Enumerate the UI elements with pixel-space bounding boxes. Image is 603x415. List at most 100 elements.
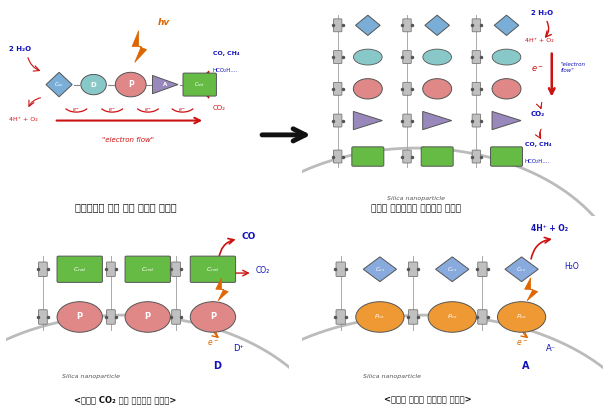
Text: $P_{ox}$: $P_{ox}$	[447, 312, 458, 322]
FancyBboxPatch shape	[408, 262, 418, 276]
FancyBboxPatch shape	[478, 262, 487, 276]
Text: 4H⁺ + O₂: 4H⁺ + O₂	[525, 38, 554, 43]
Circle shape	[125, 302, 171, 332]
Text: $e^-$: $e^-$	[213, 323, 226, 332]
Polygon shape	[435, 257, 469, 282]
Polygon shape	[356, 15, 380, 35]
Text: P: P	[77, 312, 83, 322]
Text: $C_{ox}$: $C_{ox}$	[447, 265, 458, 274]
Polygon shape	[494, 15, 519, 35]
FancyBboxPatch shape	[403, 19, 411, 32]
Text: $e^-$: $e^-$	[516, 338, 528, 348]
Polygon shape	[505, 257, 538, 282]
Text: <모듈형 CO₂ 환원 분자촉매 시스템>: <모듈형 CO₂ 환원 분자촉매 시스템>	[74, 396, 176, 405]
FancyBboxPatch shape	[333, 51, 342, 63]
Polygon shape	[425, 15, 449, 35]
Circle shape	[191, 302, 236, 332]
Text: "electron flow": "electron flow"	[102, 137, 154, 143]
Text: HCO₂H....: HCO₂H....	[213, 68, 238, 73]
Text: $C_{red}$: $C_{red}$	[194, 80, 205, 89]
FancyBboxPatch shape	[403, 150, 411, 163]
Ellipse shape	[492, 49, 521, 65]
Text: hv: hv	[157, 18, 169, 27]
Text: $e^-$: $e^-$	[178, 106, 187, 114]
FancyBboxPatch shape	[39, 310, 47, 324]
Text: 2 H₂O: 2 H₂O	[531, 10, 553, 16]
Text: $C_{red}$: $C_{red}$	[73, 265, 87, 274]
Text: H₂O: H₂O	[564, 262, 578, 271]
Text: D: D	[213, 361, 221, 371]
Text: D: D	[90, 82, 96, 88]
FancyBboxPatch shape	[191, 256, 236, 282]
FancyBboxPatch shape	[333, 150, 342, 163]
Text: $C_{ox}$: $C_{ox}$	[54, 80, 64, 89]
Text: CO, CH₄: CO, CH₄	[525, 142, 551, 147]
Ellipse shape	[353, 49, 382, 65]
Polygon shape	[353, 111, 382, 130]
Text: P: P	[210, 312, 216, 322]
Text: $C_{ox}$: $C_{ox}$	[374, 265, 385, 274]
Text: 2 H₂O: 2 H₂O	[8, 46, 31, 52]
Text: 인공광합성 분자 촉매 시스템 모식도: 인공광합성 분자 촉매 시스템 모식도	[75, 203, 176, 212]
Text: "electron
flow": "electron flow"	[561, 62, 586, 73]
Circle shape	[428, 302, 476, 332]
Text: <모듈형 물산화 분자촉매 시스템>: <모듈형 물산화 분자촉매 시스템>	[384, 396, 472, 405]
Circle shape	[81, 74, 106, 95]
FancyBboxPatch shape	[183, 73, 216, 96]
Text: A: A	[163, 82, 168, 87]
Text: $P_{ox}$: $P_{ox}$	[374, 312, 385, 322]
Polygon shape	[492, 111, 521, 130]
Circle shape	[57, 302, 103, 332]
Text: A⁻: A⁻	[546, 344, 556, 353]
FancyBboxPatch shape	[107, 262, 115, 276]
Text: $e^-$: $e^-$	[522, 323, 535, 332]
FancyBboxPatch shape	[352, 147, 384, 166]
FancyBboxPatch shape	[472, 150, 481, 163]
Text: CO: CO	[241, 232, 256, 241]
Text: Silica nanoparticle: Silica nanoparticle	[387, 196, 445, 201]
Circle shape	[497, 302, 546, 332]
FancyBboxPatch shape	[333, 19, 342, 32]
FancyBboxPatch shape	[472, 114, 481, 127]
Polygon shape	[153, 76, 178, 94]
Text: 모듈형 인공광합성 분자촉매 시스템: 모듈형 인공광합성 분자촉매 시스템	[371, 205, 461, 214]
Circle shape	[115, 72, 146, 97]
FancyBboxPatch shape	[478, 310, 487, 324]
Polygon shape	[132, 31, 147, 62]
Text: $C_{red}$: $C_{red}$	[206, 265, 219, 274]
FancyBboxPatch shape	[403, 114, 411, 127]
Text: P: P	[145, 312, 151, 322]
Circle shape	[492, 79, 521, 99]
Text: $e^-$: $e^-$	[72, 106, 81, 114]
FancyBboxPatch shape	[336, 310, 346, 324]
Polygon shape	[363, 257, 397, 282]
FancyBboxPatch shape	[333, 114, 342, 127]
FancyBboxPatch shape	[39, 262, 47, 276]
FancyBboxPatch shape	[472, 51, 481, 63]
Text: Silica nanoparticle: Silica nanoparticle	[62, 374, 120, 378]
Polygon shape	[423, 111, 452, 130]
Text: HCO₂H....: HCO₂H....	[525, 159, 550, 164]
Text: Silica nanoparticle: Silica nanoparticle	[363, 374, 421, 378]
FancyBboxPatch shape	[472, 82, 481, 95]
FancyBboxPatch shape	[172, 310, 180, 324]
FancyBboxPatch shape	[421, 147, 453, 166]
Text: $P_{ox}$: $P_{ox}$	[516, 312, 527, 322]
FancyBboxPatch shape	[125, 256, 171, 282]
FancyBboxPatch shape	[333, 82, 342, 95]
Text: 4H⁺ + O₂: 4H⁺ + O₂	[8, 117, 37, 122]
Text: $e^-$: $e^-$	[108, 106, 116, 114]
FancyBboxPatch shape	[107, 310, 115, 324]
Circle shape	[423, 79, 452, 99]
FancyBboxPatch shape	[408, 310, 418, 324]
FancyBboxPatch shape	[57, 256, 103, 282]
Text: CO₂: CO₂	[531, 111, 545, 117]
Polygon shape	[216, 278, 228, 301]
Text: CO₂: CO₂	[256, 266, 270, 275]
Text: $e^-$: $e^-$	[144, 106, 152, 114]
FancyBboxPatch shape	[403, 51, 411, 63]
Text: CO, CH₄: CO, CH₄	[213, 51, 239, 56]
FancyBboxPatch shape	[172, 262, 180, 276]
Text: $C_{red}$: $C_{red}$	[141, 265, 154, 274]
Polygon shape	[525, 278, 538, 301]
